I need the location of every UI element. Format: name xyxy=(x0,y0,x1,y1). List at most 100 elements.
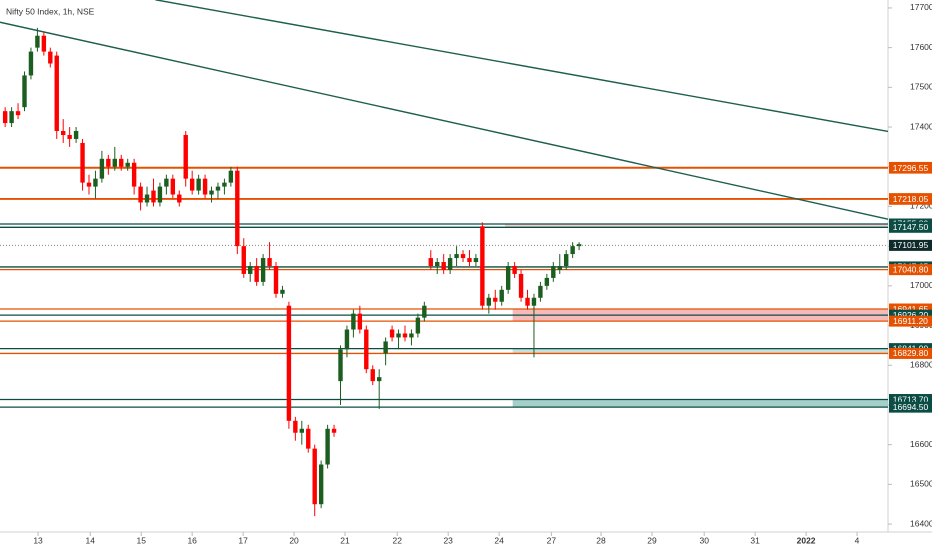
candle-body xyxy=(189,178,195,191)
candle-body xyxy=(157,186,163,203)
candle-body xyxy=(112,158,117,167)
level-tag xyxy=(889,347,932,359)
candle-body xyxy=(2,111,8,124)
candle-body xyxy=(267,258,272,266)
candle-body xyxy=(28,51,34,76)
zone xyxy=(504,223,888,228)
candle-body xyxy=(454,254,459,259)
level-tag xyxy=(889,162,932,174)
y-tick-label: 16500.00 xyxy=(910,479,932,489)
candle-body xyxy=(293,420,298,433)
level-tag xyxy=(889,264,932,276)
candle-body xyxy=(151,190,156,203)
candle-body xyxy=(422,305,427,318)
level-label: 17040.80 xyxy=(893,264,929,274)
candle-body xyxy=(493,297,498,302)
level-label: 17218.05 xyxy=(893,194,929,204)
y-tick-label: 16800.00 xyxy=(910,360,932,370)
x-tick-label: 27 xyxy=(547,535,557,545)
candle-body xyxy=(376,377,382,382)
candle-body xyxy=(351,313,356,330)
candle-body xyxy=(473,258,479,263)
level-tag xyxy=(889,394,932,406)
candle-body xyxy=(318,464,324,505)
candle-body xyxy=(248,266,253,274)
level-label: 17296.55 xyxy=(893,163,929,173)
x-tick-label: 4 xyxy=(855,535,860,545)
candle-body xyxy=(80,142,85,183)
candle-body xyxy=(41,35,47,52)
zone xyxy=(512,348,888,354)
level-tag xyxy=(889,309,932,321)
level-tag xyxy=(889,315,932,327)
level-label: 17101.95 xyxy=(893,240,929,250)
candle-body xyxy=(364,329,369,370)
x-tick-label: 29 xyxy=(647,535,657,545)
candle-body xyxy=(254,266,259,282)
candle-body xyxy=(144,194,150,203)
candle-body xyxy=(9,111,14,124)
candle-body xyxy=(576,244,582,247)
candle-body xyxy=(306,428,311,449)
level-tag xyxy=(889,193,932,205)
x-tick-label: 17 xyxy=(238,535,248,545)
candle-body xyxy=(196,178,201,191)
x-tick-label: 15 xyxy=(136,535,146,545)
candle-body xyxy=(402,333,408,338)
candle-body xyxy=(209,190,214,195)
level-tag xyxy=(889,221,932,233)
level-label: 17147.50 xyxy=(893,222,929,232)
x-tick-label: 20 xyxy=(289,535,299,545)
zone xyxy=(512,399,888,408)
candle-body xyxy=(280,289,285,294)
candle-body xyxy=(241,246,246,274)
candle-body xyxy=(512,266,517,274)
level-tag xyxy=(889,401,932,413)
x-tick-label: 28 xyxy=(596,535,606,545)
candle-body xyxy=(73,131,79,139)
candle-body xyxy=(505,266,511,290)
candle-body xyxy=(447,258,453,270)
y-tick-label: 17400.00 xyxy=(910,121,932,131)
y-tick-label: 16400.00 xyxy=(910,518,932,528)
candle-body xyxy=(415,317,421,334)
candle-body xyxy=(428,258,433,266)
x-tick-label: 24 xyxy=(494,535,504,545)
candle-body xyxy=(331,428,337,433)
trendline xyxy=(0,21,889,220)
y-tick-label: 17200.00 xyxy=(910,201,932,211)
candle-body xyxy=(54,55,59,132)
candle-body xyxy=(435,262,440,266)
candle-body xyxy=(357,313,363,330)
level-label: 16911.20 xyxy=(893,316,928,326)
level-tag xyxy=(889,303,932,315)
candle-body xyxy=(564,254,569,266)
candle-body xyxy=(215,186,221,191)
level-label: 16713.70 xyxy=(893,394,929,404)
y-tick-label: 17500.00 xyxy=(910,82,932,92)
y-tick-label: 17600.00 xyxy=(910,42,932,52)
candle-body xyxy=(557,266,562,270)
y-tick-label: 17700.00 xyxy=(910,2,932,12)
candle-body xyxy=(499,289,504,302)
candle-body xyxy=(228,170,234,183)
candle-body xyxy=(93,178,98,187)
candle-body xyxy=(409,333,414,338)
candle-body xyxy=(389,329,395,338)
candle-body xyxy=(35,35,40,48)
candle-body xyxy=(125,162,130,167)
x-tick-label: 23 xyxy=(443,535,453,545)
candle-body xyxy=(67,134,72,139)
candle-body xyxy=(177,194,182,203)
candle-body xyxy=(460,254,466,259)
candle-body xyxy=(183,134,188,179)
x-tick-label: 30 xyxy=(699,535,709,545)
candle-body xyxy=(131,162,137,187)
candle-body xyxy=(518,273,524,298)
x-tick-label: 16 xyxy=(187,535,197,545)
candle-body xyxy=(441,262,446,270)
level-label: 16829.80 xyxy=(893,348,929,358)
